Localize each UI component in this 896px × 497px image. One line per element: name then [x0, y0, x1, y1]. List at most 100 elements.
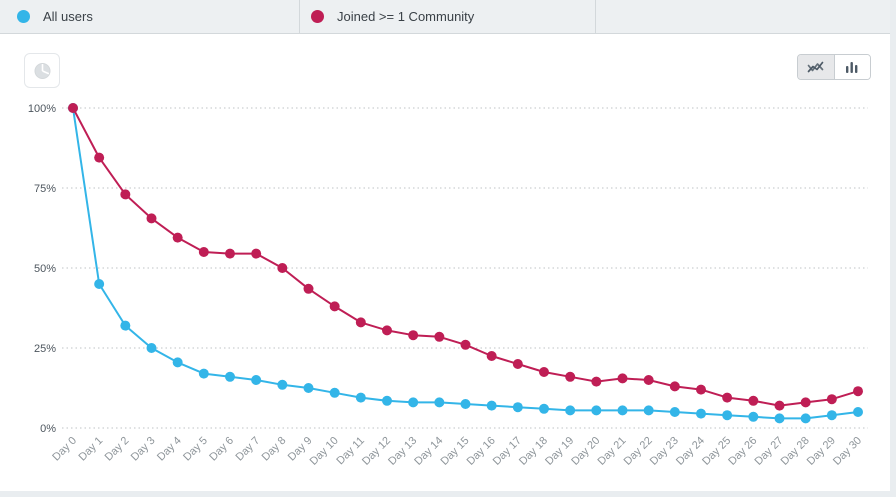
- x-axis-label: Day 16: [465, 435, 498, 468]
- tab-joined-community[interactable]: Joined >= 1 Community: [300, 0, 596, 33]
- data-point[interactable]: [486, 351, 497, 361]
- data-point[interactable]: [198, 368, 209, 379]
- data-point[interactable]: [434, 397, 445, 408]
- y-axis-label-50%: 50%: [34, 263, 56, 275]
- x-axis-label: Day 12: [360, 435, 393, 468]
- data-point[interactable]: [251, 248, 262, 259]
- x-axis-label: Day 29: [805, 435, 838, 468]
- y-axis-label-25%: 25%: [34, 343, 56, 355]
- x-axis-label: Day 22: [622, 435, 655, 468]
- x-axis-label: Day 10: [308, 435, 341, 468]
- data-point[interactable]: [512, 402, 523, 413]
- y-axis-label-0%: 0%: [40, 423, 56, 435]
- line-chart-icon: [807, 61, 824, 73]
- data-point[interactable]: [146, 213, 157, 224]
- data-point[interactable]: [329, 301, 340, 312]
- data-point[interactable]: [277, 379, 288, 390]
- data-point[interactable]: [120, 320, 131, 331]
- bar-chart-toggle-button[interactable]: [833, 55, 870, 79]
- data-point[interactable]: [225, 248, 236, 259]
- legend-tab-bar: All users Joined >= 1 Community: [0, 0, 890, 34]
- pie-chart-view-button[interactable]: [24, 53, 60, 88]
- data-point[interactable]: [669, 407, 680, 417]
- tab-all-users-label: All users: [43, 9, 93, 24]
- data-point[interactable]: [617, 373, 628, 384]
- x-axis-label: Day 18: [517, 435, 550, 468]
- all-users-series-dot-icon: [17, 10, 30, 23]
- data-point[interactable]: [853, 407, 864, 417]
- data-point[interactable]: [669, 381, 680, 392]
- data-point[interactable]: [565, 405, 576, 416]
- x-axis-label: Day 26: [726, 435, 759, 468]
- data-point[interactable]: [68, 103, 78, 113]
- data-point[interactable]: [774, 413, 785, 424]
- x-axis-label: Day 14: [412, 435, 445, 468]
- data-point[interactable]: [120, 189, 131, 200]
- y-axis-label-100%: 100%: [28, 103, 56, 115]
- chart-panel: 0% 25% 50% 75% 100% Day 0 Day 1 Day 2 Day 3 Day 4…: [0, 34, 890, 491]
- x-axis-label: Day 7: [233, 435, 262, 464]
- x-axis-label: Day 17: [491, 435, 524, 468]
- data-point[interactable]: [722, 392, 733, 403]
- data-point[interactable]: [565, 371, 576, 382]
- joined-community-series-dot-icon: [311, 10, 324, 23]
- tab-all-users[interactable]: All users: [0, 0, 300, 33]
- tab-joined-community-label: Joined >= 1 Community: [337, 9, 475, 24]
- x-axis-label: Day 21: [595, 435, 628, 468]
- data-point[interactable]: [643, 405, 654, 416]
- data-point[interactable]: [94, 279, 105, 289]
- data-point[interactable]: [382, 395, 393, 406]
- data-point[interactable]: [303, 383, 314, 393]
- x-axis-label: Day 13: [386, 435, 419, 468]
- pie-chart-icon: [34, 63, 50, 79]
- x-axis-label: Day 23: [648, 435, 681, 468]
- x-axis-label: Day 4: [155, 435, 184, 464]
- data-point[interactable]: [643, 375, 654, 385]
- data-point[interactable]: [460, 399, 471, 409]
- chart-type-toggle: [797, 54, 871, 80]
- data-point[interactable]: [329, 387, 340, 398]
- data-point[interactable]: [748, 395, 759, 406]
- x-axis-label: Day 27: [752, 435, 785, 468]
- data-point[interactable]: [408, 397, 419, 408]
- data-point[interactable]: [172, 357, 183, 368]
- x-axis-label: Day 15: [438, 435, 471, 468]
- line-chart-toggle-button[interactable]: [798, 55, 834, 79]
- data-point[interactable]: [172, 232, 183, 243]
- data-point[interactable]: [617, 405, 628, 416]
- data-point[interactable]: [355, 317, 366, 328]
- data-point[interactable]: [225, 371, 236, 382]
- data-point[interactable]: [800, 413, 811, 424]
- series-line: [72, 107, 859, 407]
- data-point[interactable]: [486, 400, 497, 411]
- data-point[interactable]: [774, 400, 785, 411]
- data-point[interactable]: [539, 403, 550, 414]
- data-point[interactable]: [408, 330, 419, 341]
- x-axis-label: Day 0: [50, 435, 79, 464]
- data-point[interactable]: [826, 394, 837, 405]
- data-point[interactable]: [826, 410, 837, 421]
- data-point[interactable]: [303, 283, 314, 294]
- data-point[interactable]: [460, 339, 471, 350]
- x-axis-label: Day 24: [674, 435, 707, 468]
- data-point[interactable]: [251, 375, 262, 385]
- data-point[interactable]: [722, 410, 733, 421]
- data-point[interactable]: [198, 247, 209, 257]
- data-point[interactable]: [277, 263, 288, 273]
- data-point[interactable]: [382, 325, 393, 336]
- data-point[interactable]: [94, 152, 105, 163]
- data-point[interactable]: [539, 367, 550, 377]
- x-axis-label: Day 2: [103, 435, 132, 464]
- data-point[interactable]: [591, 376, 602, 387]
- data-point[interactable]: [591, 405, 602, 416]
- data-point[interactable]: [434, 331, 445, 342]
- data-point[interactable]: [800, 397, 811, 408]
- data-point[interactable]: [146, 343, 157, 353]
- data-point[interactable]: [355, 392, 366, 403]
- data-point[interactable]: [512, 359, 523, 369]
- data-point[interactable]: [748, 411, 759, 422]
- data-point[interactable]: [696, 408, 707, 419]
- data-point[interactable]: [696, 384, 707, 395]
- x-axis-label: Day 25: [700, 435, 733, 468]
- data-point[interactable]: [853, 386, 864, 397]
